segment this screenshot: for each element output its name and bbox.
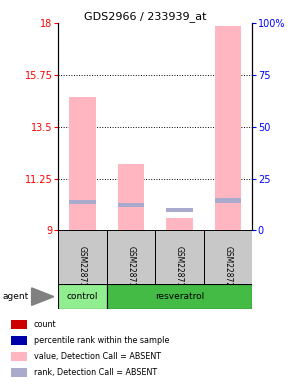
Text: GSM228718: GSM228718 — [126, 246, 135, 292]
Bar — [106, 284, 252, 309]
Bar — [58, 284, 106, 309]
Bar — [117, 164, 144, 230]
Text: rank, Detection Call = ABSENT: rank, Detection Call = ABSENT — [34, 368, 157, 377]
Bar — [215, 199, 241, 202]
Text: GDS2966 / 233939_at: GDS2966 / 233939_at — [84, 12, 206, 22]
Bar — [204, 230, 252, 307]
Text: agent: agent — [3, 292, 29, 301]
Text: count: count — [34, 320, 56, 329]
Bar — [69, 200, 96, 204]
Bar — [117, 203, 144, 207]
Text: resveratrol: resveratrol — [155, 292, 204, 301]
Bar — [69, 97, 96, 230]
Bar — [166, 218, 193, 230]
Bar — [11, 352, 27, 361]
Bar — [155, 230, 204, 307]
Bar — [11, 336, 27, 345]
Bar — [106, 230, 155, 307]
Bar — [215, 26, 241, 230]
Bar — [166, 208, 193, 212]
Bar — [11, 368, 27, 377]
Bar — [11, 320, 27, 329]
Polygon shape — [32, 288, 54, 305]
Text: value, Detection Call = ABSENT: value, Detection Call = ABSENT — [34, 352, 161, 361]
Text: GSM228720: GSM228720 — [224, 246, 233, 292]
Bar — [58, 230, 106, 307]
Text: GSM228719: GSM228719 — [175, 246, 184, 292]
Text: GSM228717: GSM228717 — [78, 246, 87, 292]
Text: control: control — [66, 292, 98, 301]
Text: percentile rank within the sample: percentile rank within the sample — [34, 336, 169, 345]
